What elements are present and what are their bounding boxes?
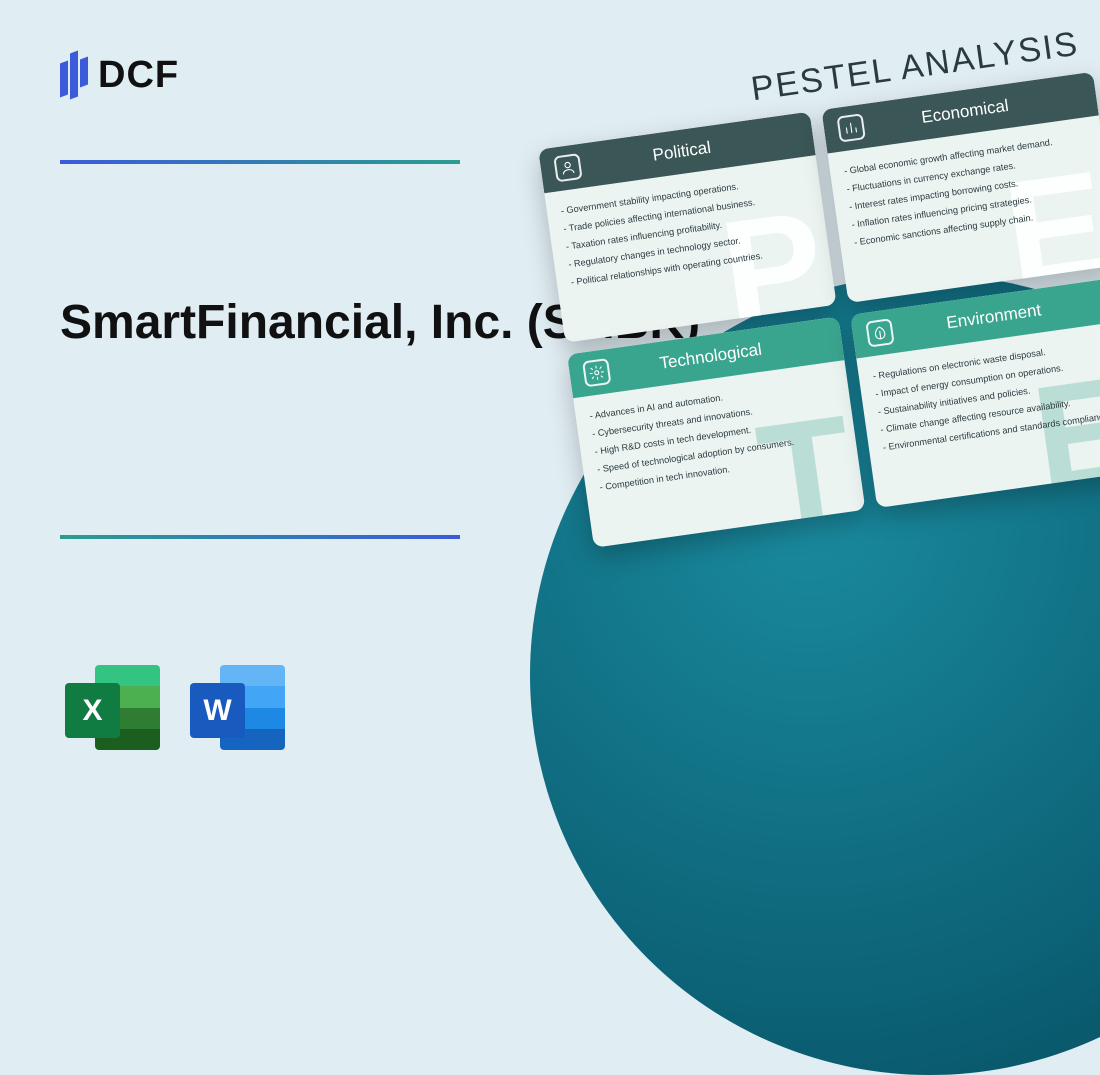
person-icon <box>553 153 582 182</box>
leaf-icon <box>865 318 894 347</box>
chart-icon <box>836 113 865 142</box>
pestel-card: Environment E - Regulations on electroni… <box>850 277 1100 508</box>
gear-icon <box>582 358 611 387</box>
excel-icon: X <box>65 665 160 755</box>
pestel-cards-grid: Political P - Government stability impac… <box>538 72 1100 548</box>
logo-text: DCF <box>98 54 179 97</box>
pestel-card: Political P - Government stability impac… <box>538 112 836 343</box>
divider-top <box>60 160 460 164</box>
dcf-logo: DCF <box>60 50 179 100</box>
file-icons: X W <box>65 665 285 755</box>
pestel-panel: PESTEL ANALYSIS Political P - Government… <box>531 23 1100 548</box>
excel-letter: X <box>65 683 120 738</box>
logo-bars-icon <box>60 50 88 100</box>
word-icon: W <box>190 665 285 755</box>
pestel-card: Economical E - Global economic growth af… <box>821 72 1100 303</box>
pestel-card: Technological T - Advances in AI and aut… <box>567 317 865 548</box>
word-letter: W <box>190 683 245 738</box>
divider-bottom <box>60 535 460 539</box>
